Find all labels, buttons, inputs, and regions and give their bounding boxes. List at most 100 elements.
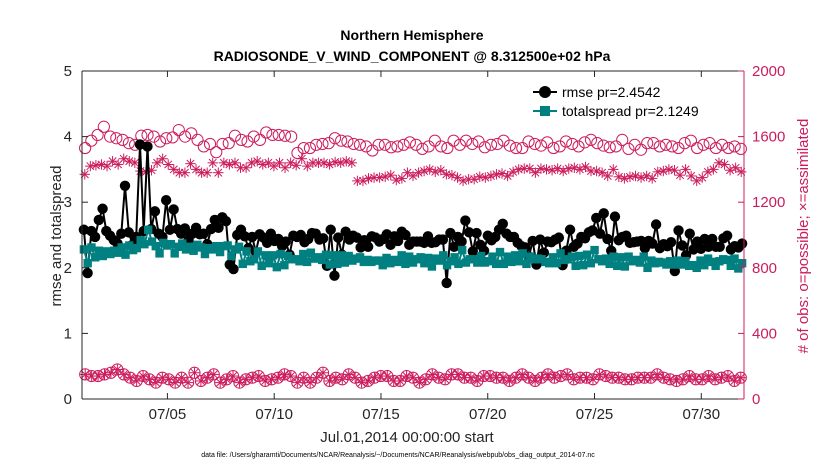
possible_obs-point: [335, 134, 348, 147]
totalspread-point: [476, 251, 486, 261]
rmse-point: [463, 227, 475, 238]
rmse-point: [456, 236, 467, 247]
assimilated_obs_low-point: [157, 372, 168, 383]
totalspread-point: [405, 252, 414, 261]
rmse-point: [602, 233, 613, 245]
rmse-point: [471, 227, 482, 239]
possible_obs-point: [441, 141, 454, 155]
totalspread-point: [333, 259, 342, 269]
possible_obs-point: [497, 134, 510, 147]
possible_obs_low-point: [721, 369, 735, 383]
x-tick-label: 07/25: [576, 406, 614, 423]
possible_obs-point: [110, 132, 123, 145]
possible_obs-point: [247, 130, 260, 143]
assimilated_obs-point: [730, 162, 741, 173]
assimilated_obs-point: [252, 156, 263, 167]
possible_obs-point: [703, 137, 716, 150]
possible_obs-point: [203, 137, 217, 151]
assimilated_obs_low-point: [626, 374, 637, 385]
possible_obs-point: [528, 137, 541, 151]
totalspread-point: [420, 259, 429, 268]
rmse-point: [598, 208, 609, 219]
totalspread-point: [711, 261, 720, 271]
totalspread-point: [382, 253, 391, 263]
possible_obs-point: [79, 141, 92, 155]
assimilated_obs-point: [474, 171, 485, 182]
assimilated_obs_low-point: [394, 375, 406, 387]
possible_obs_low-point: [471, 374, 484, 388]
totalspread-point: [276, 249, 285, 259]
y-tick-left-label: 5: [64, 63, 72, 80]
totalspread-point: [722, 255, 732, 265]
possible_obs-point: [191, 133, 204, 146]
possible_obs_low-point: [252, 369, 265, 383]
possible_obs_low-point: [651, 368, 664, 381]
possible_obs-point: [435, 140, 448, 153]
possible_obs_low-point: [657, 371, 670, 384]
possible_obs_low-point: [663, 373, 677, 386]
totalspread-point: [374, 256, 384, 265]
possible_obs-point: [104, 130, 117, 143]
possible_obs-point: [647, 137, 660, 150]
totalspread-point: [299, 249, 308, 259]
assimilated_obs_low-point: [594, 369, 605, 380]
possible_obs-point: [622, 142, 635, 155]
totalspread-point: [439, 251, 448, 260]
totalspread-point: [306, 248, 316, 257]
possible_obs-point: [385, 141, 398, 154]
totalspread-point: [140, 239, 149, 249]
totalspread-point: [586, 259, 595, 268]
assimilated_obs_low-point: [697, 374, 708, 385]
totalspread-point: [435, 256, 444, 265]
assimilated_obs-point: [168, 164, 179, 175]
assimilated_obs_low-point: [619, 374, 631, 385]
possible_obs-point: [491, 137, 504, 151]
y-tick-left-label: 2: [64, 260, 72, 277]
possible_obs_low-point: [278, 368, 291, 381]
chart-marks: [78, 71, 748, 399]
possible_obs_low-point: [79, 368, 92, 381]
possible_obs_low-point: [503, 374, 516, 388]
chart-subtitle: RADIOSONDE_V_WIND_COMPONENT @ 8.312500e+…: [214, 48, 611, 64]
possible_obs_low-point: [316, 366, 330, 379]
rmse-point: [329, 270, 340, 281]
totalspread-point: [601, 254, 611, 263]
possible_obs-point: [453, 138, 466, 151]
assimilated_obs_low-point: [169, 377, 181, 388]
y-tick-left-label: 3: [64, 194, 72, 211]
assimilated_obs_low-point: [607, 372, 618, 383]
possible_obs-point: [584, 133, 598, 146]
totalspread-point: [643, 263, 652, 272]
assimilated_obs-point: [112, 159, 124, 170]
possible_obs-point: [310, 138, 323, 151]
rmse-point: [123, 227, 134, 238]
assimilated_obs_low-point: [369, 372, 380, 383]
possible_obs-point: [572, 140, 585, 153]
totalspread-point: [507, 257, 516, 267]
possible_obs-point: [691, 141, 704, 155]
assimilated_obs-point: [407, 170, 419, 182]
possible_obs_low-point: [265, 373, 278, 386]
totalspread-point: [253, 247, 263, 256]
possible_obs-point: [360, 140, 373, 153]
totalspread-point: [91, 253, 100, 262]
rmse-point: [93, 214, 105, 226]
assimilated_obs_low-point: [356, 377, 367, 388]
rmse-point: [149, 206, 161, 217]
assimilated_obs-point: [480, 172, 491, 183]
totalspread-point: [268, 251, 278, 260]
assimilated_obs_low-point: [658, 372, 669, 383]
chart-title: Northern Hemisphere: [340, 27, 483, 43]
chart-titles: Northern Hemisphere RADIOSONDE_V_WIND_CO…: [214, 27, 611, 64]
possible_obs_low-point: [561, 368, 574, 381]
totalspread-point: [325, 260, 334, 269]
y-axis-left-label: rmse and totalspread: [48, 166, 65, 307]
assimilated_obs-point: [580, 161, 591, 173]
totalspread-point: [575, 251, 584, 261]
totalspread-point: [556, 249, 565, 258]
possible_obs_low-point: [156, 371, 169, 384]
rmse-point: [714, 241, 725, 253]
totalspread-point: [393, 257, 403, 267]
assimilated_obs_low-point: [292, 377, 303, 388]
rmse-point: [325, 224, 336, 235]
